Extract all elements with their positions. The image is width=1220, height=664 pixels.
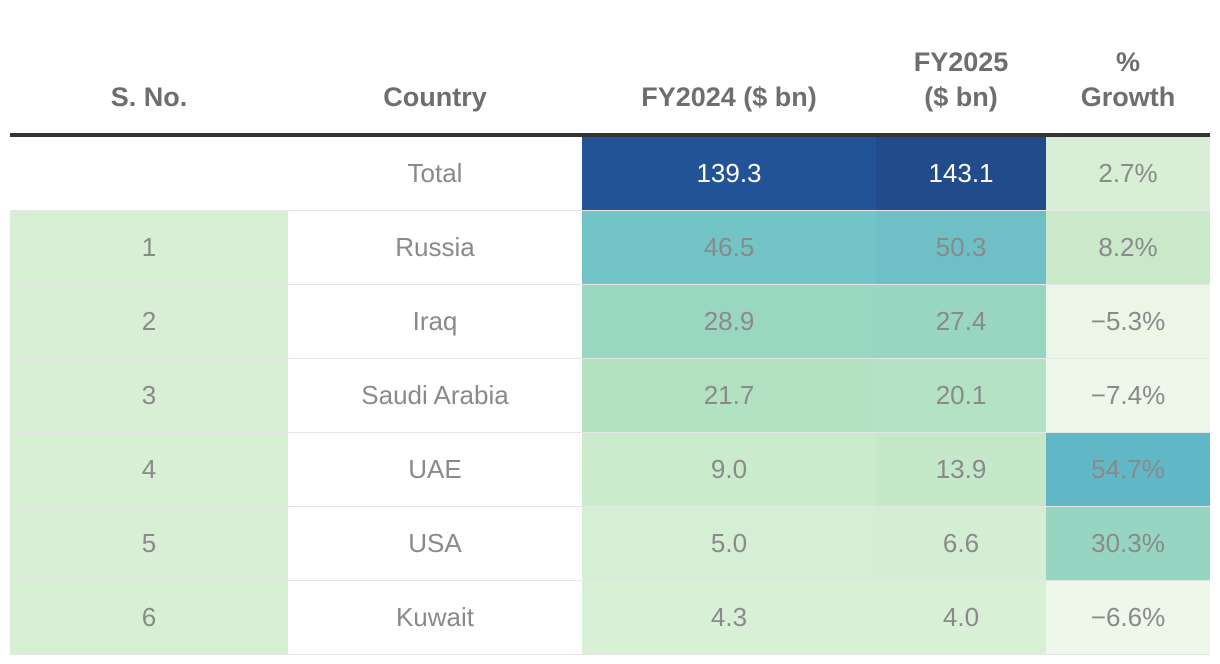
cell-country: Kuwait bbox=[288, 581, 582, 655]
cell-fy2025: 143.1 bbox=[876, 137, 1046, 211]
table-row-total: Total 139.3 143.1 2.7% bbox=[10, 137, 1210, 211]
cell-sno: 2 bbox=[10, 285, 288, 359]
cell-growth: 8.2% bbox=[1046, 211, 1210, 285]
table-header: S. No. Country FY2024 ($ bn) FY2025 ($ b… bbox=[10, 0, 1210, 137]
table-row: 1 Russia 46.5 50.3 8.2% bbox=[10, 211, 1210, 285]
data-table: S. No. Country FY2024 ($ bn) FY2025 ($ b… bbox=[10, 0, 1210, 655]
cell-growth: 30.3% bbox=[1046, 507, 1210, 581]
cell-growth: 54.7% bbox=[1046, 433, 1210, 507]
cell-sno: 3 bbox=[10, 359, 288, 433]
cell-fy2024: 4.3 bbox=[582, 581, 876, 655]
cell-fy2024: 46.5 bbox=[582, 211, 876, 285]
cell-country: Russia bbox=[288, 211, 582, 285]
cell-country: Iraq bbox=[288, 285, 582, 359]
cell-country: Saudi Arabia bbox=[288, 359, 582, 433]
cell-sno: 6 bbox=[10, 581, 288, 655]
column-header-fy2024: FY2024 ($ bn) bbox=[641, 82, 817, 112]
cell-fy2025: 13.9 bbox=[876, 433, 1046, 507]
cell-country: USA bbox=[288, 507, 582, 581]
table-row: 4 UAE 9.0 13.9 54.7% bbox=[10, 433, 1210, 507]
cell-fy2024: 5.0 bbox=[582, 507, 876, 581]
column-header-sno: S. No. bbox=[110, 82, 188, 112]
cell-fy2024: 9.0 bbox=[582, 433, 876, 507]
cell-growth: −6.6% bbox=[1046, 581, 1210, 655]
cell-country: UAE bbox=[288, 433, 582, 507]
cell-fy2025: 6.6 bbox=[876, 507, 1046, 581]
cell-sno: 1 bbox=[10, 211, 288, 285]
table-body: Total 139.3 143.1 2.7% 1 Russia 46.5 50.3 8.2% 2 I… bbox=[10, 137, 1210, 655]
column-header-country: Country bbox=[383, 82, 487, 112]
column-header-growth: % Growth bbox=[1080, 47, 1176, 112]
cell-fy2025: 27.4 bbox=[876, 285, 1046, 359]
cell-fy2024: 139.3 bbox=[582, 137, 876, 211]
table-row: 2 Iraq 28.9 27.4 −5.3% bbox=[10, 285, 1210, 359]
table-row: 6 Kuwait 4.3 4.0 −6.6% bbox=[10, 581, 1210, 655]
cell-growth: −5.3% bbox=[1046, 285, 1210, 359]
cell-fy2024: 28.9 bbox=[582, 285, 876, 359]
cell-sno: 5 bbox=[10, 507, 288, 581]
cell-fy2024: 21.7 bbox=[582, 359, 876, 433]
cell-fy2025: 50.3 bbox=[876, 211, 1046, 285]
column-header-fy2025: FY2025 ($ bn) bbox=[913, 47, 1009, 112]
cell-sno: 4 bbox=[10, 433, 288, 507]
cell-country: Total bbox=[288, 137, 582, 211]
cell-fy2025: 20.1 bbox=[876, 359, 1046, 433]
table-row: 3 Saudi Arabia 21.7 20.1 −7.4% bbox=[10, 359, 1210, 433]
cell-growth: 2.7% bbox=[1046, 137, 1210, 211]
cell-sno bbox=[10, 137, 288, 211]
table-row: 5 USA 5.0 6.6 30.3% bbox=[10, 507, 1210, 581]
cell-growth: −7.4% bbox=[1046, 359, 1210, 433]
cell-fy2025: 4.0 bbox=[876, 581, 1046, 655]
